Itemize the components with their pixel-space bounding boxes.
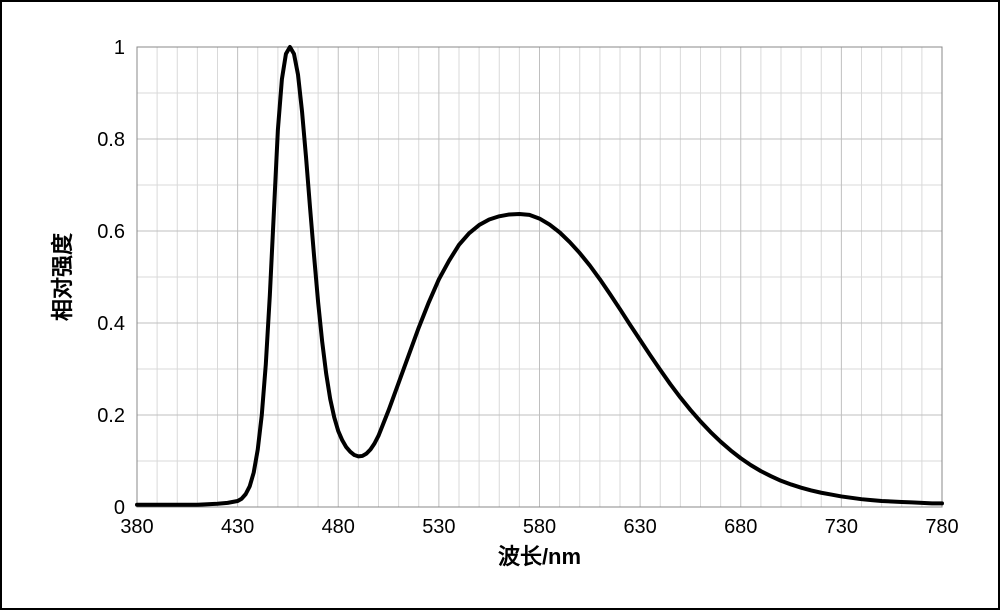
x-tick-label: 380	[120, 516, 153, 538]
x-tick-label: 580	[523, 516, 556, 538]
x-tick-label: 630	[623, 516, 656, 538]
y-tick-label: 0	[114, 497, 125, 519]
x-tick-label: 530	[422, 516, 455, 538]
x-tick-label: 430	[221, 516, 254, 538]
y-axis-label: 相对强度	[50, 232, 75, 321]
spectrum-chart: 380 430 480 530 580 630 680 730 780 0 0.2 0.4 0.6 0.8…	[42, 32, 958, 578]
y-tick-label: 0.8	[97, 129, 125, 151]
y-tick-label: 0.4	[97, 313, 125, 335]
y-tick-label: 1	[114, 37, 125, 59]
y-tick-label: 0.2	[97, 405, 125, 427]
x-axis-label: 波长/nm	[498, 544, 581, 569]
y-tick-label: 0.6	[97, 221, 125, 243]
x-tick-label: 480	[322, 516, 355, 538]
figure-frame: 380 430 480 530 580 630 680 730 780 0 0.2 0.4 0.6 0.8…	[0, 0, 1000, 610]
chart-svg: 380 430 480 530 580 630 680 730 780 0 0.2 0.4 0.6 0.8…	[42, 32, 962, 582]
x-tick-label: 780	[925, 516, 958, 538]
x-tick-label: 730	[825, 516, 858, 538]
x-tick-label: 680	[724, 516, 757, 538]
